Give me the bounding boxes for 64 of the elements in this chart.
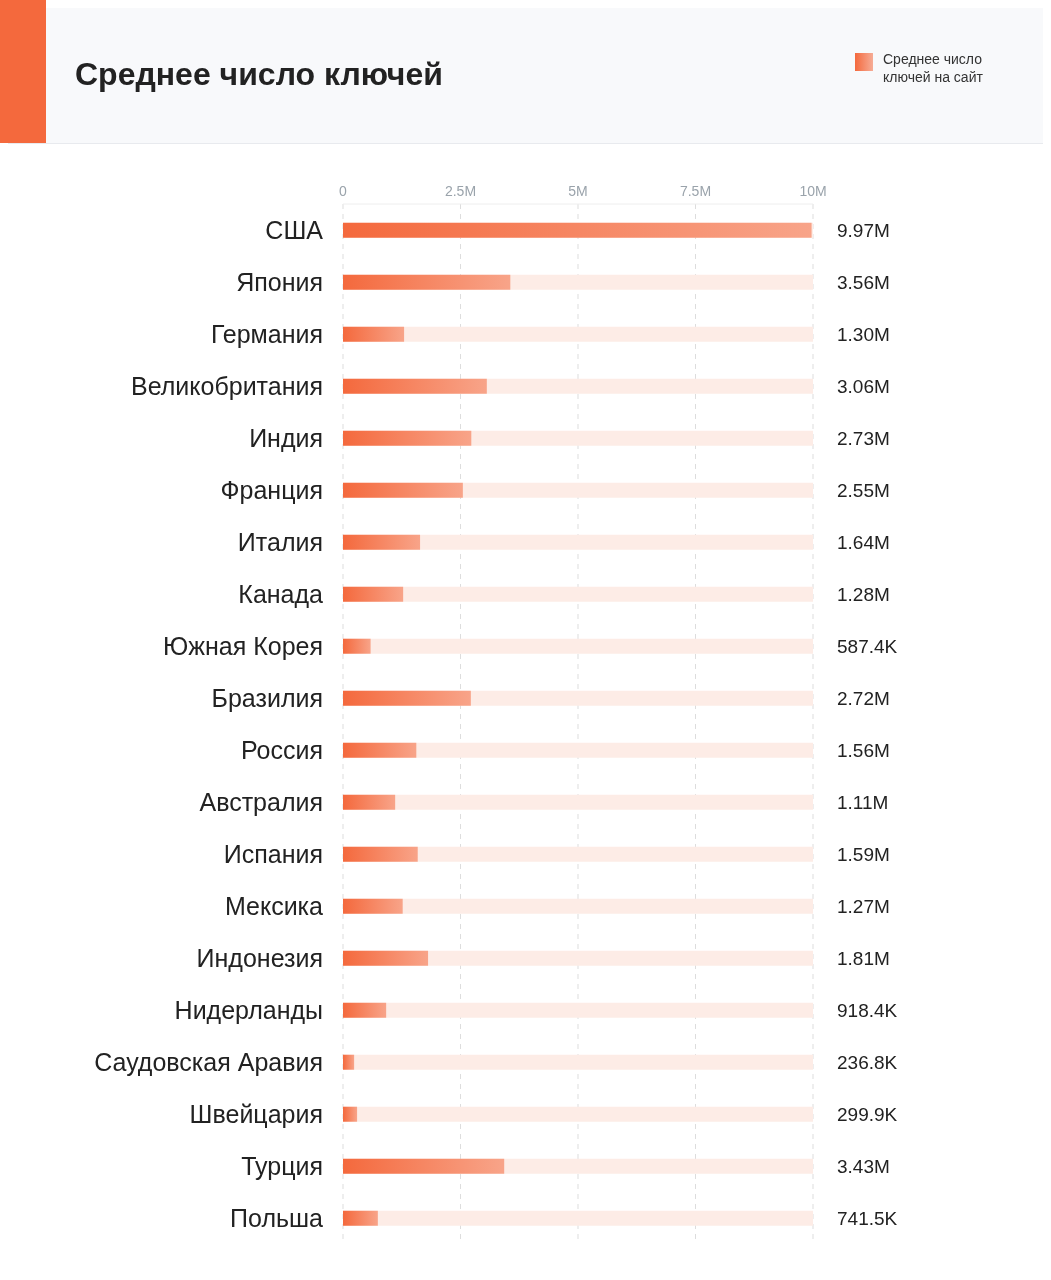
- y-tick-label: Япония: [236, 267, 323, 296]
- y-tick-label: Германия: [210, 319, 323, 348]
- data-label: 9.97M: [837, 219, 890, 241]
- data-label: 236.8K: [837, 1051, 898, 1073]
- data-label: 741.5K: [837, 1207, 898, 1229]
- data-label: 3.56M: [837, 271, 890, 293]
- y-tick-label: Нидерланды: [174, 995, 323, 1024]
- data-label: 1.56M: [837, 739, 890, 761]
- data-label: 1.27M: [837, 895, 890, 917]
- y-tick-label: Франция: [220, 475, 323, 504]
- y-tick-label: Канада: [238, 579, 324, 608]
- bar: [343, 898, 403, 914]
- bar: [343, 794, 396, 810]
- bar: [343, 378, 487, 394]
- data-label: 1.64M: [837, 531, 890, 553]
- bar: [343, 326, 405, 342]
- data-label: 918.4K: [837, 999, 898, 1021]
- x-tick-label: 5M: [568, 183, 588, 199]
- y-tick-label: США: [265, 215, 324, 244]
- data-label: 2.55M: [837, 479, 890, 501]
- bar: [343, 690, 471, 706]
- data-label: 3.43M: [837, 1155, 890, 1177]
- y-tick-label: Швейцария: [189, 1099, 323, 1128]
- legend-label: Среднее число ключей на сайт: [883, 50, 984, 86]
- bar: [343, 638, 371, 654]
- y-tick-label: Австралия: [199, 787, 323, 816]
- bar: [343, 1002, 387, 1018]
- x-tick-label: 7.5M: [679, 183, 712, 199]
- data-label: 299.9K: [837, 1103, 898, 1125]
- data-label: 2.72M: [837, 687, 890, 709]
- data-label: 1.28M: [837, 583, 890, 605]
- bar: [343, 1210, 378, 1226]
- x-tick-label: 10M: [799, 183, 827, 199]
- bar: [343, 482, 463, 498]
- bar: [343, 534, 421, 550]
- bar: [343, 430, 472, 446]
- y-tick-label: Турция: [241, 1151, 323, 1180]
- chart-title: Среднее число ключей: [75, 56, 443, 93]
- bar: [343, 846, 418, 862]
- data-label: 1.59M: [837, 843, 890, 865]
- bar: [343, 742, 417, 758]
- bar: [343, 1106, 358, 1122]
- y-tick-label: Индонезия: [196, 943, 323, 972]
- data-label: 587.4K: [837, 635, 898, 657]
- y-tick-label: Индия: [249, 423, 323, 452]
- data-label: 3.06M: [837, 375, 890, 397]
- y-tick-label: Саудовская Аравия: [94, 1047, 323, 1076]
- y-tick-label: Южная Корея: [163, 631, 323, 660]
- y-tick-label: Польша: [230, 1203, 324, 1232]
- y-tick-label: Италия: [237, 527, 323, 556]
- bar: [343, 950, 429, 966]
- data-label: 1.11M: [837, 791, 889, 813]
- y-tick-label: Россия: [241, 735, 323, 764]
- y-tick-label: Великобритания: [131, 371, 323, 400]
- x-tick-label: 0: [339, 183, 348, 199]
- y-tick-label: Бразилия: [211, 683, 323, 712]
- data-label: 2.73M: [837, 427, 890, 449]
- y-tick-label: Мексика: [224, 891, 324, 920]
- data-label: 1.81M: [837, 947, 890, 969]
- y-tick-label: Испания: [223, 839, 323, 868]
- data-label: 1.30M: [837, 323, 890, 345]
- x-tick-label: 2.5M: [444, 183, 477, 199]
- bar: [343, 586, 404, 602]
- bar: [343, 1054, 355, 1070]
